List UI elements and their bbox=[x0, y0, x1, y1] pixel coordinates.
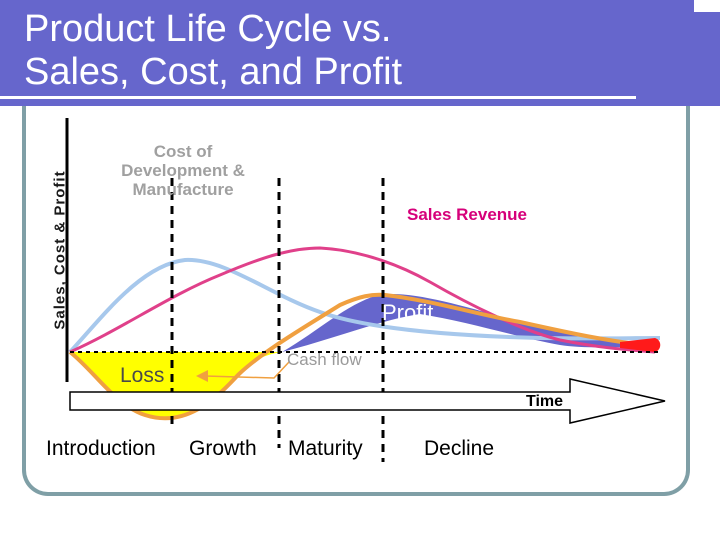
content-panel bbox=[22, 106, 690, 496]
loss-pointer-head bbox=[196, 370, 208, 382]
y-axis-label: Sales, Cost & Profit bbox=[51, 170, 69, 330]
title-underline bbox=[0, 96, 636, 99]
sales-revenue-label: Sales Revenue bbox=[407, 205, 528, 224]
sales-revenue-curve bbox=[69, 246, 656, 354]
loss-label: Loss bbox=[120, 364, 165, 387]
cost-curve bbox=[68, 257, 661, 354]
header-bar bbox=[0, 0, 694, 106]
profit-label: Profit bbox=[382, 300, 434, 325]
cost-label: Cost of Development & Manufacture bbox=[121, 142, 245, 199]
cash-flow-label: Cash flow bbox=[287, 350, 362, 369]
time-label: Time bbox=[526, 393, 564, 410]
time-arrow bbox=[69, 378, 666, 424]
stage-maturity: Maturity bbox=[288, 437, 363, 460]
header-bar-right bbox=[694, 12, 720, 106]
decline-end-marker bbox=[620, 338, 661, 352]
slide-title: Product Life Cycle vs. Sales, Cost, and … bbox=[24, 8, 403, 93]
stage-decline: Decline bbox=[424, 437, 495, 460]
stage-growth: Growth bbox=[189, 437, 257, 460]
loss-pointer bbox=[204, 361, 290, 379]
stage-introduction: Introduction bbox=[46, 437, 156, 460]
profit-curve bbox=[68, 292, 656, 421]
